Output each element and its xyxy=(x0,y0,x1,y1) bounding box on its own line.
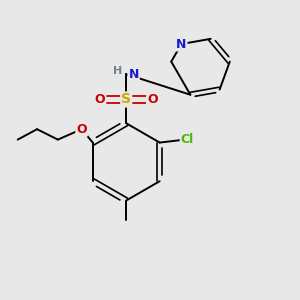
Text: N: N xyxy=(128,68,139,81)
Text: O: O xyxy=(95,93,105,106)
Text: O: O xyxy=(76,123,87,136)
Text: Cl: Cl xyxy=(181,133,194,146)
Text: O: O xyxy=(147,93,158,106)
Text: S: S xyxy=(121,92,131,106)
Text: N: N xyxy=(176,38,187,50)
Text: H: H xyxy=(113,66,122,76)
